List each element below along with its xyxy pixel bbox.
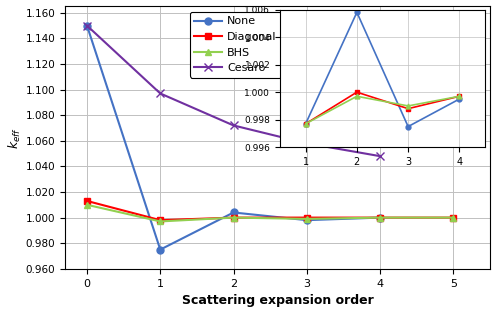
Legend: None, Diagonal, BHS, Cesàro: None, Diagonal, BHS, Cesàro — [190, 12, 282, 77]
Diagonal — [304, 216, 310, 220]
Diagonal — [230, 216, 236, 220]
None — [304, 218, 310, 222]
Y-axis label: $k_{eff}$: $k_{eff}$ — [6, 127, 23, 148]
Cesàro — [84, 24, 90, 28]
None — [158, 248, 164, 252]
Cesàro — [377, 154, 383, 158]
Diagonal — [450, 216, 456, 220]
Diagonal — [377, 216, 383, 220]
None — [377, 216, 383, 220]
X-axis label: Scattering expansion order: Scattering expansion order — [182, 294, 374, 307]
Line: None: None — [84, 22, 384, 253]
Cesàro — [158, 92, 164, 95]
Line: BHS: BHS — [84, 201, 457, 225]
BHS — [158, 220, 164, 223]
None — [84, 24, 90, 28]
BHS — [230, 216, 236, 220]
Cesàro — [304, 141, 310, 145]
Line: Diagonal: Diagonal — [84, 198, 456, 223]
Diagonal — [158, 218, 164, 222]
Diagonal — [84, 199, 90, 203]
BHS — [377, 216, 383, 220]
BHS — [450, 216, 456, 220]
BHS — [84, 203, 90, 207]
Cesàro — [230, 124, 236, 127]
None — [230, 211, 236, 214]
BHS — [304, 217, 310, 221]
Line: Cesàro: Cesàro — [83, 21, 384, 160]
